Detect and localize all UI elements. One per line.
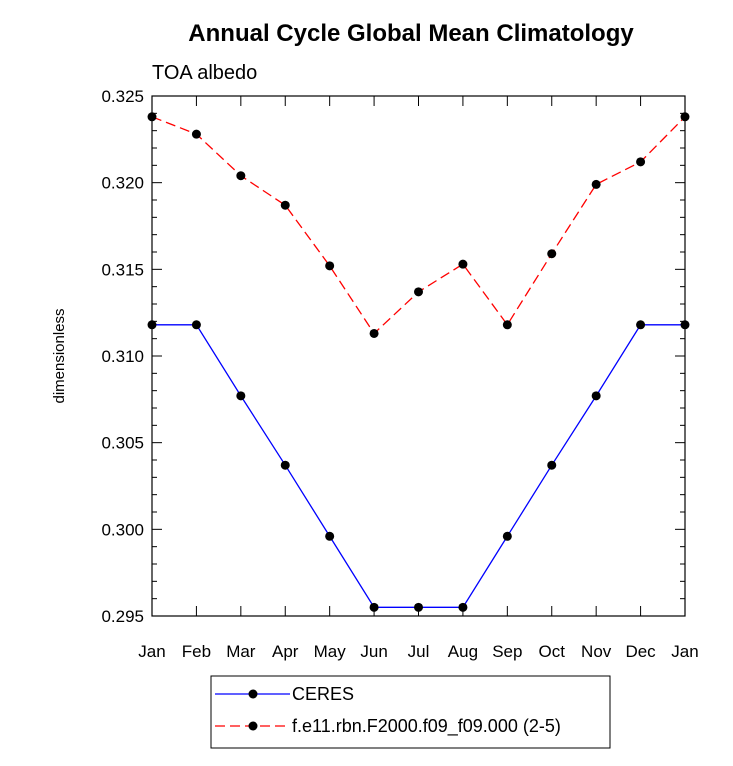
data-point [325,261,335,271]
data-point [369,328,379,338]
x-tick-label: May [314,642,347,661]
data-point [458,602,468,612]
y-tick-label: 0.320 [101,174,144,193]
x-tick-label: Jan [671,642,698,661]
y-tick-label: 0.315 [101,260,144,279]
data-point [547,249,557,259]
data-point [636,320,646,330]
data-point [502,531,512,541]
data-point [591,179,601,189]
x-tick-label: Feb [182,642,211,661]
data-point [280,200,290,210]
series-line [152,324,685,608]
legend-label: CERES [292,684,354,704]
data-point [414,287,423,297]
chart-title: Annual Cycle Global Mean Climatology [188,20,634,47]
axis-ticks [151,95,686,617]
x-tick-label: Sep [492,642,522,661]
plot-frame [151,95,686,617]
x-tick-label: Apr [272,642,299,661]
x-tick-label: Aug [448,642,478,661]
legend: CERES f.e11.rbn.F2000.f09_f09.000 (2-5) [210,675,611,749]
series-model [147,112,690,338]
series-line [151,116,686,335]
legend-label: f.e11.rbn.F2000.f09_f09.000 (2-5) [292,716,561,737]
data-point [458,259,468,269]
data-point [280,460,290,470]
chart-subtitle: TOA albedo [152,62,257,84]
data-point [369,602,379,612]
data-point [236,171,246,181]
legend-marker [248,721,258,731]
series-ceres [147,320,690,612]
y-tick-label: 0.325 [101,87,144,106]
y-tick-label: 0.300 [101,520,144,539]
y-axis-label: dimensionless [51,308,68,403]
data-point [325,531,335,541]
x-tick-label: Jul [408,642,430,661]
y-tick-label: 0.305 [101,434,144,453]
legend-marker [248,689,258,699]
x-tick-label: Nov [581,642,612,661]
x-tick-label: Dec [625,642,656,661]
data-point [414,602,423,612]
x-tick-label: Mar [226,642,256,661]
data-point [502,320,512,330]
data-point [236,391,246,401]
data-point [591,391,601,401]
y-tick-label: 0.295 [101,607,144,626]
series-layer [147,112,690,612]
y-tick-label: 0.310 [101,347,144,366]
data-point [636,157,646,167]
tick-labels: 0.295 0.300 0.305 0.310 0.315 0.320 0.325 Jan Fe… [101,87,698,661]
data-point [547,460,557,470]
data-point [191,129,201,139]
data-point [191,320,201,330]
x-tick-label: Jan [138,642,165,661]
legend-box [210,675,611,749]
x-tick-label: Oct [539,642,566,661]
x-tick-label: Jun [360,642,387,661]
